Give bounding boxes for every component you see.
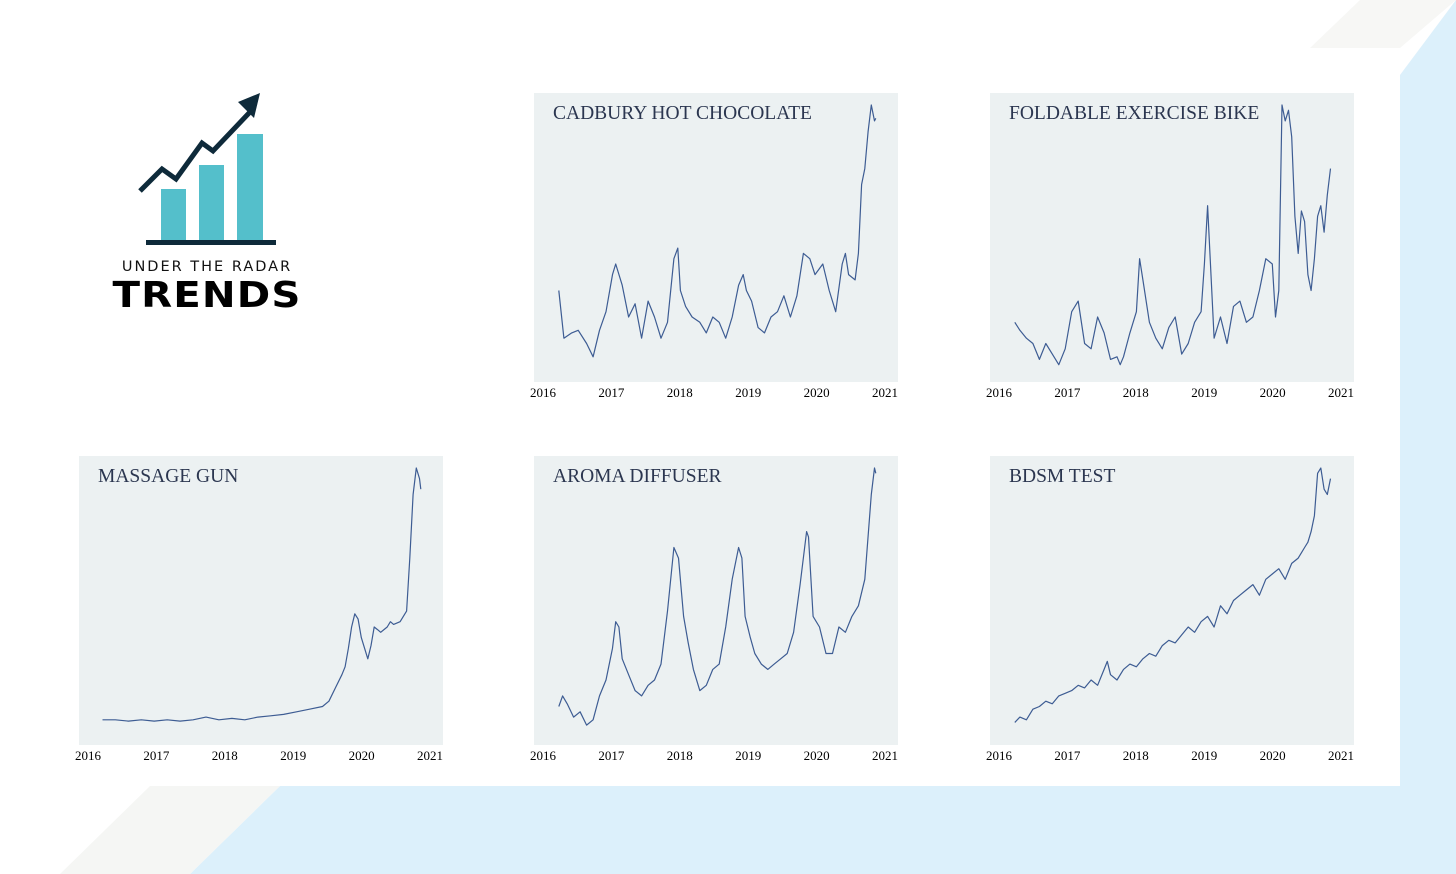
x-tick-label: 2016: [530, 385, 557, 400]
x-tick-label: 2017: [143, 748, 170, 763]
chart-bdsm-test: BDSM TEST 2016 2017 2018 2019 2020 2021: [985, 456, 1365, 776]
background-grey-corner-top: [1310, 0, 1456, 48]
x-tick-label: 2017: [598, 748, 625, 763]
chart-title: MASSAGE GUN: [98, 466, 238, 487]
logo-title: TRENDS: [112, 275, 302, 316]
x-tick-label: 2020: [1260, 385, 1286, 400]
x-tick-label: 2020: [804, 748, 830, 763]
x-tick-label: 2018: [667, 385, 693, 400]
series-line: [558, 104, 877, 358]
logo-bar-1: [161, 189, 186, 241]
x-tick-label: 2021: [872, 748, 898, 763]
chart-foldable-exercise-bike: FOLDABLE EXERCISE BIKE 2016 2017 2018 2019 20…: [985, 93, 1365, 413]
x-tick-label: 2020: [804, 385, 830, 400]
series-line: [558, 467, 877, 726]
x-tick-label: 2017: [598, 385, 625, 400]
x-tick-label: 2020: [1260, 748, 1286, 763]
x-tick-label: 2019: [280, 748, 306, 763]
logo-trend-arrow-line: [138, 110, 252, 193]
x-tick-label: 2018: [212, 748, 238, 763]
background-blue-band-bottom: [190, 786, 1456, 874]
series-line: [1014, 467, 1332, 723]
x-tick-label: 2021: [417, 748, 443, 763]
plot-area: [990, 93, 1354, 382]
plot-area: [534, 93, 898, 382]
x-tick-label: 2019: [735, 748, 761, 763]
x-tick-label: 2021: [1328, 748, 1354, 763]
logo-subtitle: UNDER THE RADAR: [121, 259, 293, 275]
background-grey-corner-bottom: [60, 786, 280, 874]
x-tick-label: 2021: [1328, 385, 1354, 400]
logo-arrow-head-icon: [238, 93, 260, 118]
x-tick-label: 2018: [1123, 385, 1149, 400]
chart-title: AROMA DIFFUSER: [553, 466, 722, 487]
x-tick-label: 2018: [667, 748, 693, 763]
chart-title: FOLDABLE EXERCISE BIKE: [1009, 103, 1259, 124]
x-tick-label: 2016: [986, 385, 1013, 400]
x-tick-label: 2016: [986, 748, 1013, 763]
background-blue-band-right: [1400, 0, 1456, 874]
chart-massage-gun: MASSAGE GUN 2016 2017 2018 2019 2020 2021: [74, 456, 454, 776]
x-tick-label: 2017: [1054, 385, 1081, 400]
plot-area: [990, 456, 1354, 745]
x-tick-label: 2016: [530, 748, 557, 763]
plot-area: [534, 456, 898, 745]
x-tick-label: 2016: [75, 748, 102, 763]
plot-area: [79, 456, 443, 745]
chart-aroma-diffuser: AROMA DIFFUSER 2016 2017 2018 2019 2020 2021: [529, 456, 909, 776]
x-tick-label: 2019: [735, 385, 761, 400]
logo-baseline: [146, 240, 276, 245]
x-tick-label: 2020: [349, 748, 375, 763]
x-tick-label: 2019: [1191, 748, 1217, 763]
chart-title: CADBURY HOT CHOCOLATE: [553, 103, 812, 124]
logo-bar-2: [199, 165, 224, 241]
x-tick-label: 2018: [1123, 748, 1149, 763]
series-line: [1014, 104, 1332, 366]
chart-title: BDSM TEST: [1009, 466, 1115, 487]
trends-logo-graphic: [138, 93, 276, 245]
x-tick-label: 2021: [872, 385, 898, 400]
series-line: [102, 467, 422, 722]
logo-bar-3: [237, 134, 263, 241]
x-tick-label: 2019: [1191, 385, 1217, 400]
x-tick-label: 2017: [1054, 748, 1081, 763]
chart-cadbury-hot-chocolate: CADBURY HOT CHOCOLATE 2016 2017 2018 2019 202…: [529, 93, 909, 413]
